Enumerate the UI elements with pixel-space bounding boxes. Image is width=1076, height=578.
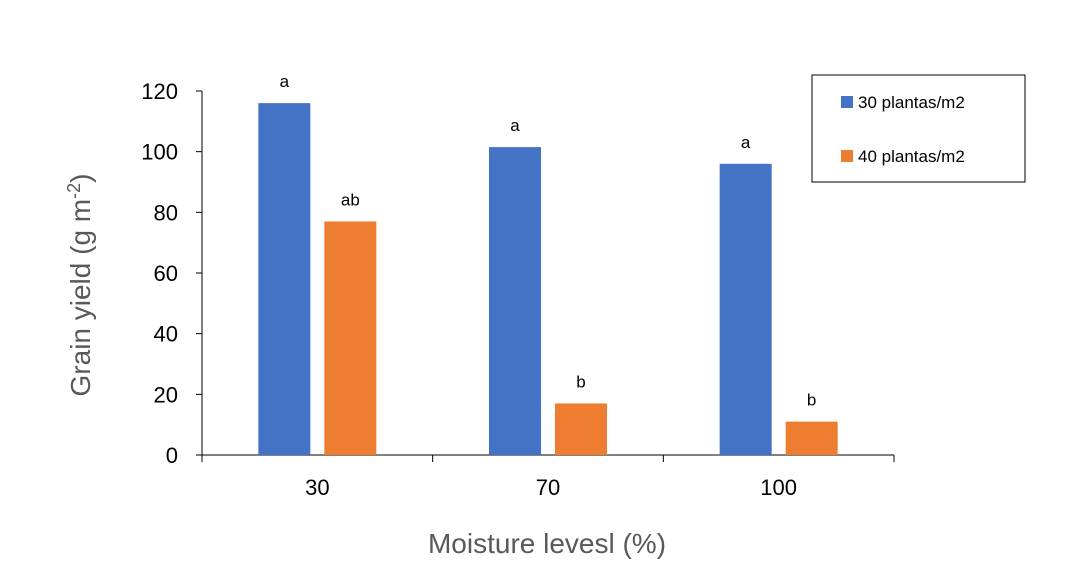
y-axis-title-base: Grain yield (g m bbox=[65, 199, 96, 397]
data-label: a bbox=[741, 133, 751, 152]
y-tick-label: 80 bbox=[154, 200, 178, 225]
data-labels: a a a ab b b bbox=[280, 72, 817, 410]
legend-swatch-30-plantas bbox=[841, 96, 853, 108]
legend: 30 plantas/m2 40 plantas/m2 bbox=[811, 74, 1026, 183]
y-axis-title-superscript: -2 bbox=[64, 183, 84, 199]
bars bbox=[258, 103, 838, 456]
bar-series-1 bbox=[719, 163, 772, 456]
legend-swatch-40-plantas bbox=[841, 150, 853, 162]
y-tick-label: 20 bbox=[154, 382, 178, 407]
x-axis-title: Moisture levesl (%) bbox=[428, 528, 666, 559]
y-tick-label: 120 bbox=[141, 79, 178, 104]
data-label: a bbox=[280, 72, 290, 91]
x-tick-label: 30 bbox=[305, 475, 329, 500]
data-label: b bbox=[807, 391, 816, 410]
bar-series-1 bbox=[489, 147, 541, 455]
data-label: a bbox=[510, 116, 520, 135]
bar-series-2 bbox=[785, 421, 838, 455]
bar-series-2 bbox=[555, 403, 607, 455]
y-tick-label: 0 bbox=[166, 443, 178, 468]
x-axis-ticks: 30 70 100 bbox=[201, 455, 895, 500]
bar-series-1 bbox=[258, 103, 311, 455]
x-tick-label: 100 bbox=[760, 475, 797, 500]
y-tick-label: 40 bbox=[154, 322, 178, 347]
y-tick-label: 60 bbox=[154, 261, 178, 286]
legend-label-30-plantas: 30 plantas/m2 bbox=[858, 93, 965, 112]
y-axis-ticks: 0 20 40 60 80 100 120 bbox=[141, 79, 202, 468]
y-axis-title: Grain yield (g m-2) bbox=[64, 174, 96, 397]
bar-series-2 bbox=[324, 221, 377, 455]
data-label: b bbox=[576, 372, 585, 391]
x-tick-label: 70 bbox=[536, 475, 560, 500]
legend-box bbox=[811, 74, 1026, 183]
data-label: ab bbox=[341, 190, 360, 209]
y-tick-label: 100 bbox=[141, 140, 178, 165]
legend-label-40-plantas: 40 plantas/m2 bbox=[858, 147, 965, 166]
y-axis-title-close: ) bbox=[65, 174, 96, 183]
